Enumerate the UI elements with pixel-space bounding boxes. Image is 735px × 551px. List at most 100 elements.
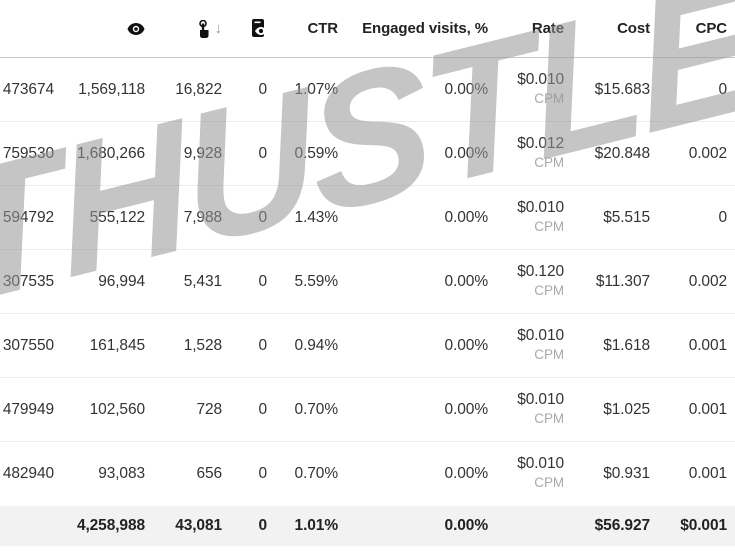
rate-value: $0.010 xyxy=(517,390,564,408)
total-ctr: 1.01% xyxy=(294,517,339,534)
table-header: ↓ CTR Engaged visits, % Rate Cost CPC xyxy=(0,0,735,58)
cell-cost: $1.618 xyxy=(603,336,650,354)
cell-impressions: 93,083 xyxy=(98,465,145,482)
cell-ctr: 0.59% xyxy=(294,144,339,162)
page-view-icon xyxy=(252,19,267,38)
cell-conversions: 0 xyxy=(258,400,267,418)
cell-engaged: 0.00% xyxy=(444,272,489,290)
cell-engaged: 0.00% xyxy=(444,144,489,162)
cell-impressions: 102,560 xyxy=(89,400,145,418)
table-row[interactable]: 307550 161,845 1,528 0 0.94% 0.00% $0.01… xyxy=(0,314,735,378)
cell-engaged: 0.00% xyxy=(444,465,489,482)
cell-ctr: 0.70% xyxy=(294,400,339,418)
table-row[interactable]: 473674 1,569,118 16,822 0 1.07% 0.00% $0… xyxy=(0,58,735,122)
eye-icon xyxy=(127,22,145,35)
cell-clicks: 656 xyxy=(196,465,222,482)
rate-value: $0.010 xyxy=(517,455,564,472)
rate-unit: CPM xyxy=(534,410,564,426)
cell-conversions: 0 xyxy=(258,208,267,226)
total-engaged: 0.00% xyxy=(444,517,489,534)
cell-id: 307535 xyxy=(2,272,54,290)
cell-engaged: 0.00% xyxy=(444,80,489,98)
header-clicks[interactable]: ↓ xyxy=(152,0,222,57)
cell-conversions: 0 xyxy=(258,336,267,354)
cell-clicks: 728 xyxy=(196,400,222,418)
cell-engaged: 0.00% xyxy=(444,400,489,418)
cell-conversions: 0 xyxy=(258,465,267,482)
total-conversions: 0 xyxy=(258,517,267,534)
cell-clicks: 7,988 xyxy=(183,208,222,226)
table-row[interactable]: 759530 1,680,266 9,928 0 0.59% 0.00% $0.… xyxy=(0,122,735,186)
cell-cost: $0.931 xyxy=(603,465,650,482)
cell-impressions: 1,680,266 xyxy=(76,144,145,162)
cell-conversions: 0 xyxy=(258,80,267,98)
cell-rate: $0.120 CPM xyxy=(492,250,564,313)
cell-rate: $0.010 CPM xyxy=(492,378,564,441)
cell-conversions: 0 xyxy=(258,272,267,290)
cell-clicks: 1,528 xyxy=(183,336,222,354)
cell-rate: $0.010 CPM xyxy=(492,58,564,121)
header-ctr[interactable]: CTR xyxy=(307,20,338,37)
rate-unit: CPM xyxy=(534,282,564,298)
header-impressions[interactable] xyxy=(52,0,145,57)
cell-impressions: 161,845 xyxy=(89,336,145,354)
rate-value: $0.010 xyxy=(517,198,564,216)
header-cpc[interactable]: CPC xyxy=(695,20,727,37)
total-clicks: 43,081 xyxy=(175,517,222,534)
cell-cpc: 0.001 xyxy=(688,400,727,418)
cell-rate: $0.010 CPM xyxy=(492,442,564,506)
cell-impressions: 1,569,118 xyxy=(78,80,145,98)
cell-clicks: 16,822 xyxy=(175,80,222,98)
cell-impressions: 96,994 xyxy=(98,272,145,290)
cell-ctr: 0.70% xyxy=(294,465,339,482)
sort-down-arrow-icon[interactable]: ↓ xyxy=(214,20,223,37)
rate-value: $0.120 xyxy=(517,262,564,280)
cell-engaged: 0.00% xyxy=(444,208,489,226)
rate-value: $0.012 xyxy=(517,134,564,152)
cell-id: 594792 xyxy=(2,208,54,226)
table-row[interactable]: 307535 96,994 5,431 0 5.59% 0.00% $0.120… xyxy=(0,250,735,314)
table-row[interactable]: 482940 93,083 656 0 0.70% 0.00% $0.010 CP… xyxy=(0,442,735,506)
rate-unit: CPM xyxy=(534,90,564,106)
cell-cost: $20.848 xyxy=(594,144,650,162)
table-row[interactable]: 479949 102,560 728 0 0.70% 0.00% $0.010 C… xyxy=(0,378,735,442)
rate-unit: CPM xyxy=(534,218,564,234)
cell-id: 479949 xyxy=(2,400,54,418)
header-cost[interactable]: Cost xyxy=(617,20,650,37)
cell-id: 759530 xyxy=(2,144,54,162)
cell-cpc: 0.002 xyxy=(688,272,727,290)
cell-cpc: 0.002 xyxy=(688,144,727,162)
rate-unit: CPM xyxy=(534,475,564,490)
cell-clicks: 9,928 xyxy=(183,144,222,162)
totals-row: 4,258,988 43,081 0 1.01% 0.00% $56.927 $… xyxy=(0,506,735,546)
cell-cost: $1.025 xyxy=(603,400,650,418)
cell-cost: $15.683 xyxy=(594,80,650,98)
cell-id: 307550 xyxy=(2,336,54,354)
total-impressions: 4,258,988 xyxy=(76,517,145,534)
cell-impressions: 555,122 xyxy=(89,208,145,226)
tap-icon xyxy=(197,19,211,38)
cell-cpc: 0 xyxy=(718,208,727,226)
total-cpc: $0.001 xyxy=(680,517,727,534)
header-rate[interactable]: Rate xyxy=(531,20,564,37)
cell-rate: $0.012 CPM xyxy=(492,122,564,185)
cell-rate: $0.010 CPM xyxy=(492,186,564,249)
cell-ctr: 0.94% xyxy=(294,336,339,354)
cell-engaged: 0.00% xyxy=(444,336,489,354)
cell-clicks: 5,431 xyxy=(183,272,222,290)
cell-cpc: 0.001 xyxy=(688,336,727,354)
cell-cpc: 0.001 xyxy=(688,465,727,482)
cell-id: 473674 xyxy=(2,80,54,98)
cell-cpc: 0 xyxy=(718,80,727,98)
cell-cost: $5.515 xyxy=(603,208,650,226)
cell-ctr: 1.43% xyxy=(294,208,339,226)
total-cost: $56.927 xyxy=(594,517,650,534)
cell-conversions: 0 xyxy=(258,144,267,162)
header-conversions[interactable] xyxy=(228,0,267,57)
table-row[interactable]: 594792 555,122 7,988 0 1.43% 0.00% $0.01… xyxy=(0,186,735,250)
cell-ctr: 1.07% xyxy=(294,80,339,98)
rate-unit: CPM xyxy=(534,346,564,362)
cell-ctr: 5.59% xyxy=(294,272,339,290)
header-engaged-visits[interactable]: Engaged visits, % xyxy=(362,20,488,37)
